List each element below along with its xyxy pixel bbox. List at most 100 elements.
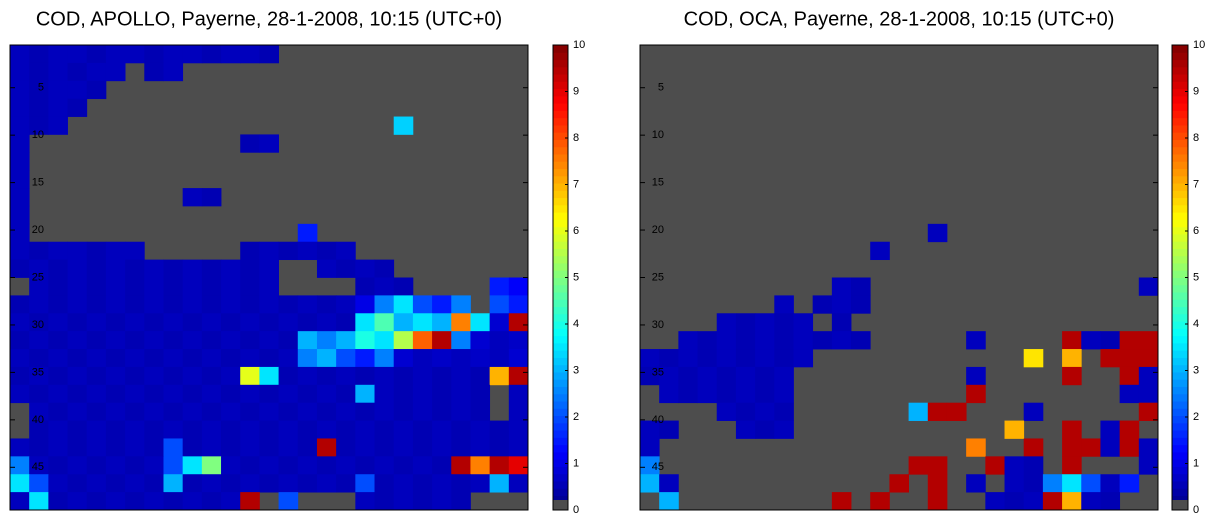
heatmap-panel: COD, APOLLO, Payerne, 28-1-2008, 10:15 (… xyxy=(9,8,585,516)
colorbar-segment xyxy=(1172,190,1188,199)
heatmap-cell xyxy=(393,456,414,475)
colorbar-segment xyxy=(553,270,568,278)
colorbar-segment xyxy=(553,146,568,155)
heatmap-cell xyxy=(240,313,260,332)
colorbar-tick-label: 6 xyxy=(1193,225,1199,237)
heatmap-cell xyxy=(182,349,203,368)
heatmap-cell xyxy=(470,313,491,332)
heatmap-cell xyxy=(412,456,433,475)
heatmap-cell xyxy=(67,420,88,439)
heatmap-cell xyxy=(336,241,356,261)
heatmap-cell xyxy=(182,474,203,493)
heatmap-cell xyxy=(29,349,49,368)
heatmap-cell xyxy=(67,295,88,314)
colorbar-segment xyxy=(1172,219,1188,228)
heatmap-cell xyxy=(297,420,318,439)
heatmap-cell xyxy=(755,384,775,404)
heatmap-cell xyxy=(182,45,203,64)
heatmap-cell xyxy=(86,45,107,64)
heatmap-cell xyxy=(163,349,184,368)
heatmap-cell xyxy=(29,331,49,350)
heatmap-cell xyxy=(851,277,871,296)
heatmap-cell xyxy=(1081,492,1101,511)
colorbar-segment xyxy=(553,335,568,344)
heatmap-cell xyxy=(125,474,145,493)
y-tick-label: 15 xyxy=(652,177,664,189)
heatmap-cell xyxy=(1119,384,1140,404)
heatmap-cell xyxy=(259,384,279,404)
colorbar-segment xyxy=(553,88,568,97)
colorbar-segment xyxy=(1172,197,1188,206)
heatmap-cell xyxy=(470,438,491,457)
colorbar-segment xyxy=(1172,66,1188,75)
heatmap-cell xyxy=(355,420,375,439)
colorbar-segment xyxy=(1172,451,1188,460)
heatmap-cell xyxy=(1062,331,1082,350)
heatmap-cell xyxy=(86,62,107,82)
colorbar-segment xyxy=(553,321,568,329)
colorbar-tick-label: 8 xyxy=(1193,132,1199,144)
heatmap-cell xyxy=(489,474,510,493)
heatmap-cell xyxy=(374,420,395,439)
heatmap-cell xyxy=(125,313,145,332)
heatmap-cell xyxy=(105,402,126,421)
colorbar-segment xyxy=(1172,277,1188,286)
heatmap-cell xyxy=(316,402,337,421)
colorbar-segment xyxy=(553,219,568,228)
heatmap-cell xyxy=(125,366,145,386)
heatmap-cell xyxy=(240,349,260,368)
heatmap-cell xyxy=(163,313,184,332)
heatmap-cell xyxy=(1004,456,1025,475)
heatmap-cell xyxy=(374,384,395,404)
heatmap-cell xyxy=(678,366,698,386)
colorbar-segment xyxy=(1172,161,1188,170)
heatmap-cell xyxy=(125,420,145,439)
heatmap-cell xyxy=(412,313,433,332)
heatmap-cell xyxy=(86,366,107,386)
heatmap-cell xyxy=(67,241,88,261)
colorbar-segment xyxy=(1172,437,1188,446)
heatmap-cell xyxy=(374,331,395,350)
heatmap-cell xyxy=(1081,331,1101,350)
heatmap-cell xyxy=(278,331,299,350)
heatmap-cell xyxy=(451,492,471,511)
colorbar-segment xyxy=(553,277,568,286)
colorbar-segment xyxy=(553,430,568,438)
heatmap-cell xyxy=(640,349,660,368)
heatmap-cell xyxy=(1100,492,1121,511)
heatmap-cell xyxy=(927,402,948,421)
heatmap-cell xyxy=(67,277,88,296)
heatmap-cell xyxy=(812,295,833,314)
colorbar-segment xyxy=(553,81,568,90)
heatmap-cell xyxy=(355,277,375,296)
heatmap-cell xyxy=(508,349,529,368)
heatmap-cell xyxy=(774,295,794,314)
heatmap-cell xyxy=(201,420,222,439)
colorbar-segment xyxy=(1172,81,1188,90)
heatmap-cell xyxy=(393,313,414,332)
heatmap-cell xyxy=(67,366,88,386)
colorbar-segment xyxy=(553,183,568,191)
heatmap-cell xyxy=(163,402,184,421)
heatmap-cell xyxy=(182,402,203,421)
heatmap-panel: COD, OCA, Payerne, 28-1-2008, 10:15 (UTC… xyxy=(639,8,1205,516)
colorbar-segment xyxy=(1172,328,1188,337)
heatmap-cell xyxy=(355,492,375,511)
colorbar-segment xyxy=(553,226,568,235)
colorbar-segment xyxy=(1172,393,1188,402)
heatmap-cell xyxy=(489,366,510,386)
colorbar-nan xyxy=(553,500,568,510)
heatmap-cell xyxy=(240,366,260,386)
heatmap-cell xyxy=(67,45,88,64)
heatmap-cell xyxy=(105,295,126,314)
heatmap-cell xyxy=(10,349,30,368)
chart-title: COD, APOLLO, Payerne, 28-1-2008, 10:15 (… xyxy=(36,8,502,30)
heatmap-cell xyxy=(393,331,414,350)
heatmap-cell xyxy=(182,384,203,404)
heatmap-cell xyxy=(48,241,68,261)
heatmap-cell xyxy=(163,438,184,457)
heatmap-cell xyxy=(659,366,679,386)
heatmap-cell xyxy=(48,295,68,314)
heatmap-cell xyxy=(201,295,222,314)
heatmap-cell xyxy=(67,313,88,332)
